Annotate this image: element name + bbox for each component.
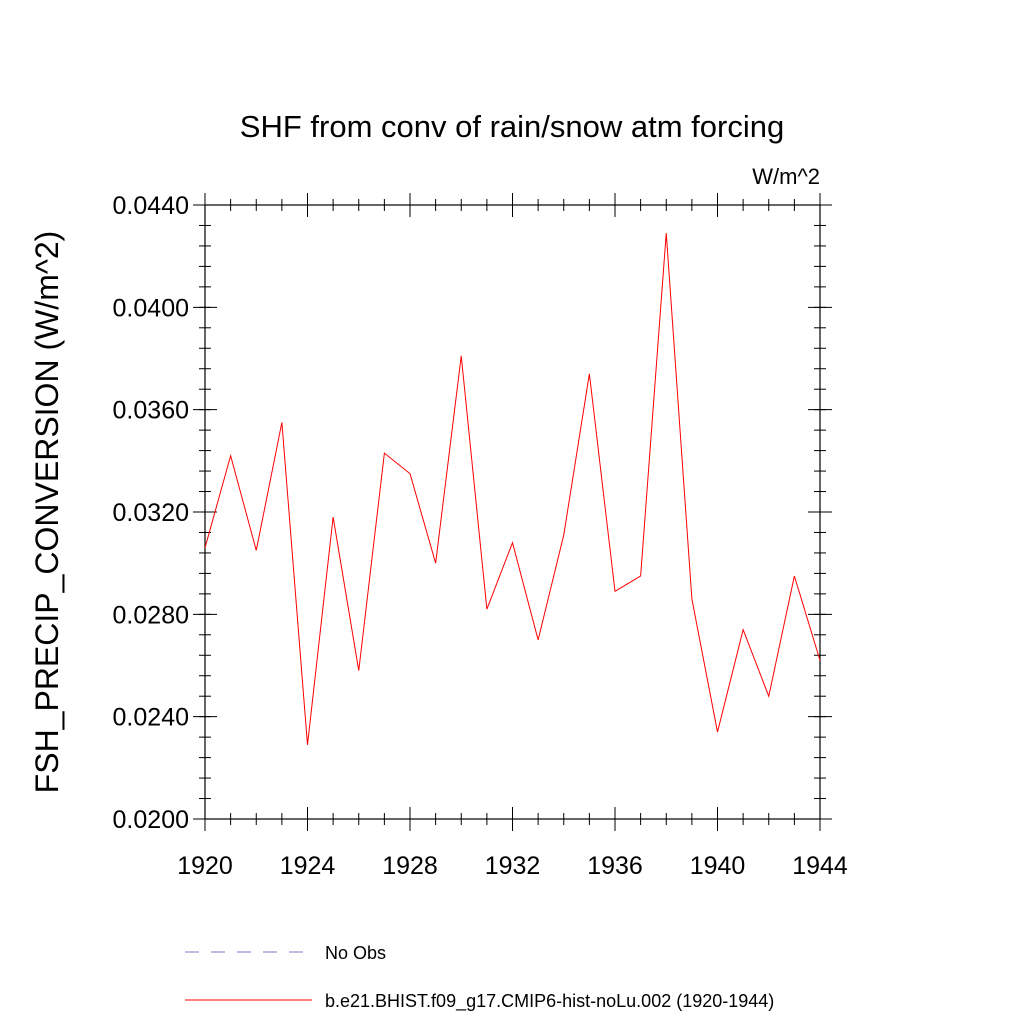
chart-title: SHF from conv of rain/snow atm forcing bbox=[240, 109, 784, 144]
y-tick-label: 0.0320 bbox=[113, 499, 189, 527]
units-label: W/m^2 bbox=[752, 164, 820, 189]
y-tick-label: 0.0440 bbox=[113, 192, 189, 220]
series-lines bbox=[204, 233, 821, 745]
plot-frame bbox=[204, 204, 821, 820]
x-tick-label: 1920 bbox=[177, 852, 233, 880]
legend: No Obs b.e21.BHIST.f09_g17.CMIP6-hist-noL… bbox=[185, 943, 774, 1012]
legend-label: No Obs bbox=[325, 943, 386, 963]
x-tick-label: 1944 bbox=[792, 852, 848, 880]
x-tick-label: 1932 bbox=[485, 852, 541, 880]
y-tick-label: 0.0200 bbox=[113, 806, 189, 834]
series-line-1 bbox=[204, 233, 821, 745]
x-tick-label: 1928 bbox=[382, 852, 438, 880]
x-tick-label: 1924 bbox=[280, 852, 336, 880]
y-axis-label: FSH_PRECIP_CONVERSION (W/m^2) bbox=[29, 231, 65, 794]
legend-label: b.e21.BHIST.f09_g17.CMIP6-hist-noLu.002 … bbox=[325, 991, 774, 1012]
y-tick-label: 0.0400 bbox=[113, 294, 189, 322]
y-tick-label: 0.0360 bbox=[113, 397, 189, 425]
x-tick-label: 1940 bbox=[690, 852, 746, 880]
x-tick-label: 1936 bbox=[587, 852, 643, 880]
y-tick-label: 0.0240 bbox=[113, 704, 189, 732]
axis-tick-labels: 0.0200 0.0240 0.0280 0.0320 0.0360 0.0400 0.04… bbox=[113, 192, 848, 880]
y-tick-label: 0.0280 bbox=[113, 601, 189, 629]
